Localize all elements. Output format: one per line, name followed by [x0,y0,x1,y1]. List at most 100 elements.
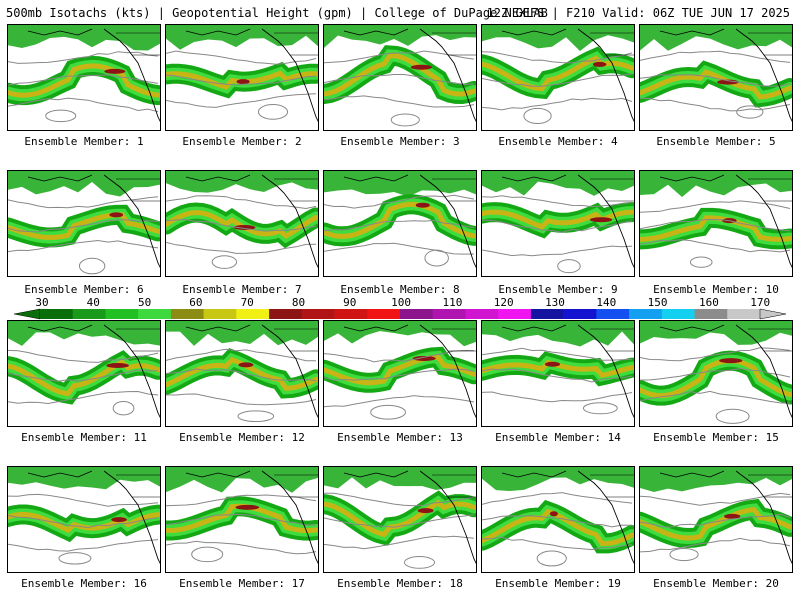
political-border [274,474,318,498]
coastline [419,28,476,123]
ensemble-map [8,321,160,419]
northern-wind-region [324,25,476,48]
jet-core [640,69,792,100]
ensemble-member-label: Ensemble Member: 17 [179,577,305,590]
height-contour [8,539,159,552]
jet-core [324,201,476,239]
colorbar-tick-label: 70 [240,296,254,309]
coastline [577,174,634,269]
ensemble-map [640,171,792,269]
ensemble-panel-2 [165,24,319,131]
height-contour-closed [669,547,699,562]
alaska-coastline [185,324,251,332]
ensemble-member-label: Ensemble Member: 12 [179,431,305,444]
colorbar-tick-label: 140 [596,296,617,309]
northern-wind-region [482,25,634,51]
ensemble-member-label: Ensemble Member: 18 [337,577,463,590]
coastline [735,174,792,269]
height-contour [324,368,475,381]
colorbar-swatch [530,309,564,319]
northern-wind-region [640,321,792,345]
alaska-coastline [659,324,725,332]
height-contour [640,50,791,63]
height-contour-closed [390,113,420,127]
jet-maximum [417,508,434,514]
height-contour [8,369,158,382]
colorbar-swatch [334,309,368,319]
alaska-coastline [27,470,93,478]
height-contour-closed [370,404,406,420]
height-contour [166,348,317,362]
height-contour [324,194,475,209]
height-contour [324,492,475,507]
colorbar-swatch [203,309,237,319]
coastline [261,174,318,269]
height-contour [482,536,633,551]
ensemble-panel-8 [323,170,477,277]
height-contour-closed [715,408,750,424]
height-contour [166,50,317,65]
height-contour [482,219,633,233]
ensemble-map [8,171,160,275]
colorbar-swatch [432,309,466,319]
coastline [261,28,318,123]
political-border [748,328,792,352]
alaska-coastline [343,470,409,478]
height-contour [324,535,475,550]
height-contour [482,391,633,403]
ensemble-member-label: Ensemble Member: 5 [656,135,776,148]
jet-maximum [106,362,129,368]
height-contour [640,390,791,404]
colorbar-swatch [661,309,695,319]
ensemble-member-label: Ensemble Member: 2 [182,135,302,148]
ensemble-map [640,25,792,123]
height-contour [640,218,791,232]
coastline [103,470,160,565]
political-border [116,178,160,202]
height-contour [166,368,317,382]
colorbar-tick-label: 60 [189,296,203,309]
northern-wind-region [166,467,318,493]
northern-wind-region [482,171,634,196]
ensemble-panel-10 [639,170,793,277]
ensemble-panel-18 [323,466,477,573]
height-contour-closed [191,546,224,563]
colorbar-tick-label: 100 [391,296,412,309]
height-contour [166,195,317,210]
height-contour [640,537,791,553]
ensemble-member-label: Ensemble Member: 10 [653,283,779,296]
coastline [103,174,160,269]
colorbar-labels: 30 40 50 60 70 80 90 100 110 120 130 140 150 160 170 [0,297,800,309]
jet-core [482,55,634,92]
colorbar-tick-label: 160 [698,296,719,309]
height-contour-closed [523,107,552,125]
jet-maximum [592,61,607,67]
northern-wind-region [8,467,160,490]
ensemble-map [324,171,476,269]
ensemble-panel-17 [165,466,319,573]
colorbar-swatch [498,309,532,319]
height-contour [324,242,475,255]
colorbar-swatch [236,309,270,319]
jet-maximum [589,217,613,223]
alaska-coastline [501,324,567,332]
northern-wind-region [166,25,318,50]
ensemble-map [482,321,634,419]
height-contour-closed [582,402,618,415]
political-border [590,474,634,498]
jet-maximum [111,517,127,523]
ensemble-panel-5 [639,24,793,131]
northern-wind-region [324,171,476,197]
colorbar-swatch [170,309,204,319]
height-contour [482,195,633,208]
alaska-coastline [343,28,409,36]
northern-wind-region [324,467,476,490]
colorbar-right-arrow [759,308,787,320]
ensemble-member-label: Ensemble Member: 9 [498,283,618,296]
coastline [419,174,476,269]
jet-maximum [412,355,436,361]
jet-core [8,63,160,98]
ensemble-panel-11 [7,320,161,427]
height-contour [166,218,317,232]
colorbar-swatch [301,309,335,319]
